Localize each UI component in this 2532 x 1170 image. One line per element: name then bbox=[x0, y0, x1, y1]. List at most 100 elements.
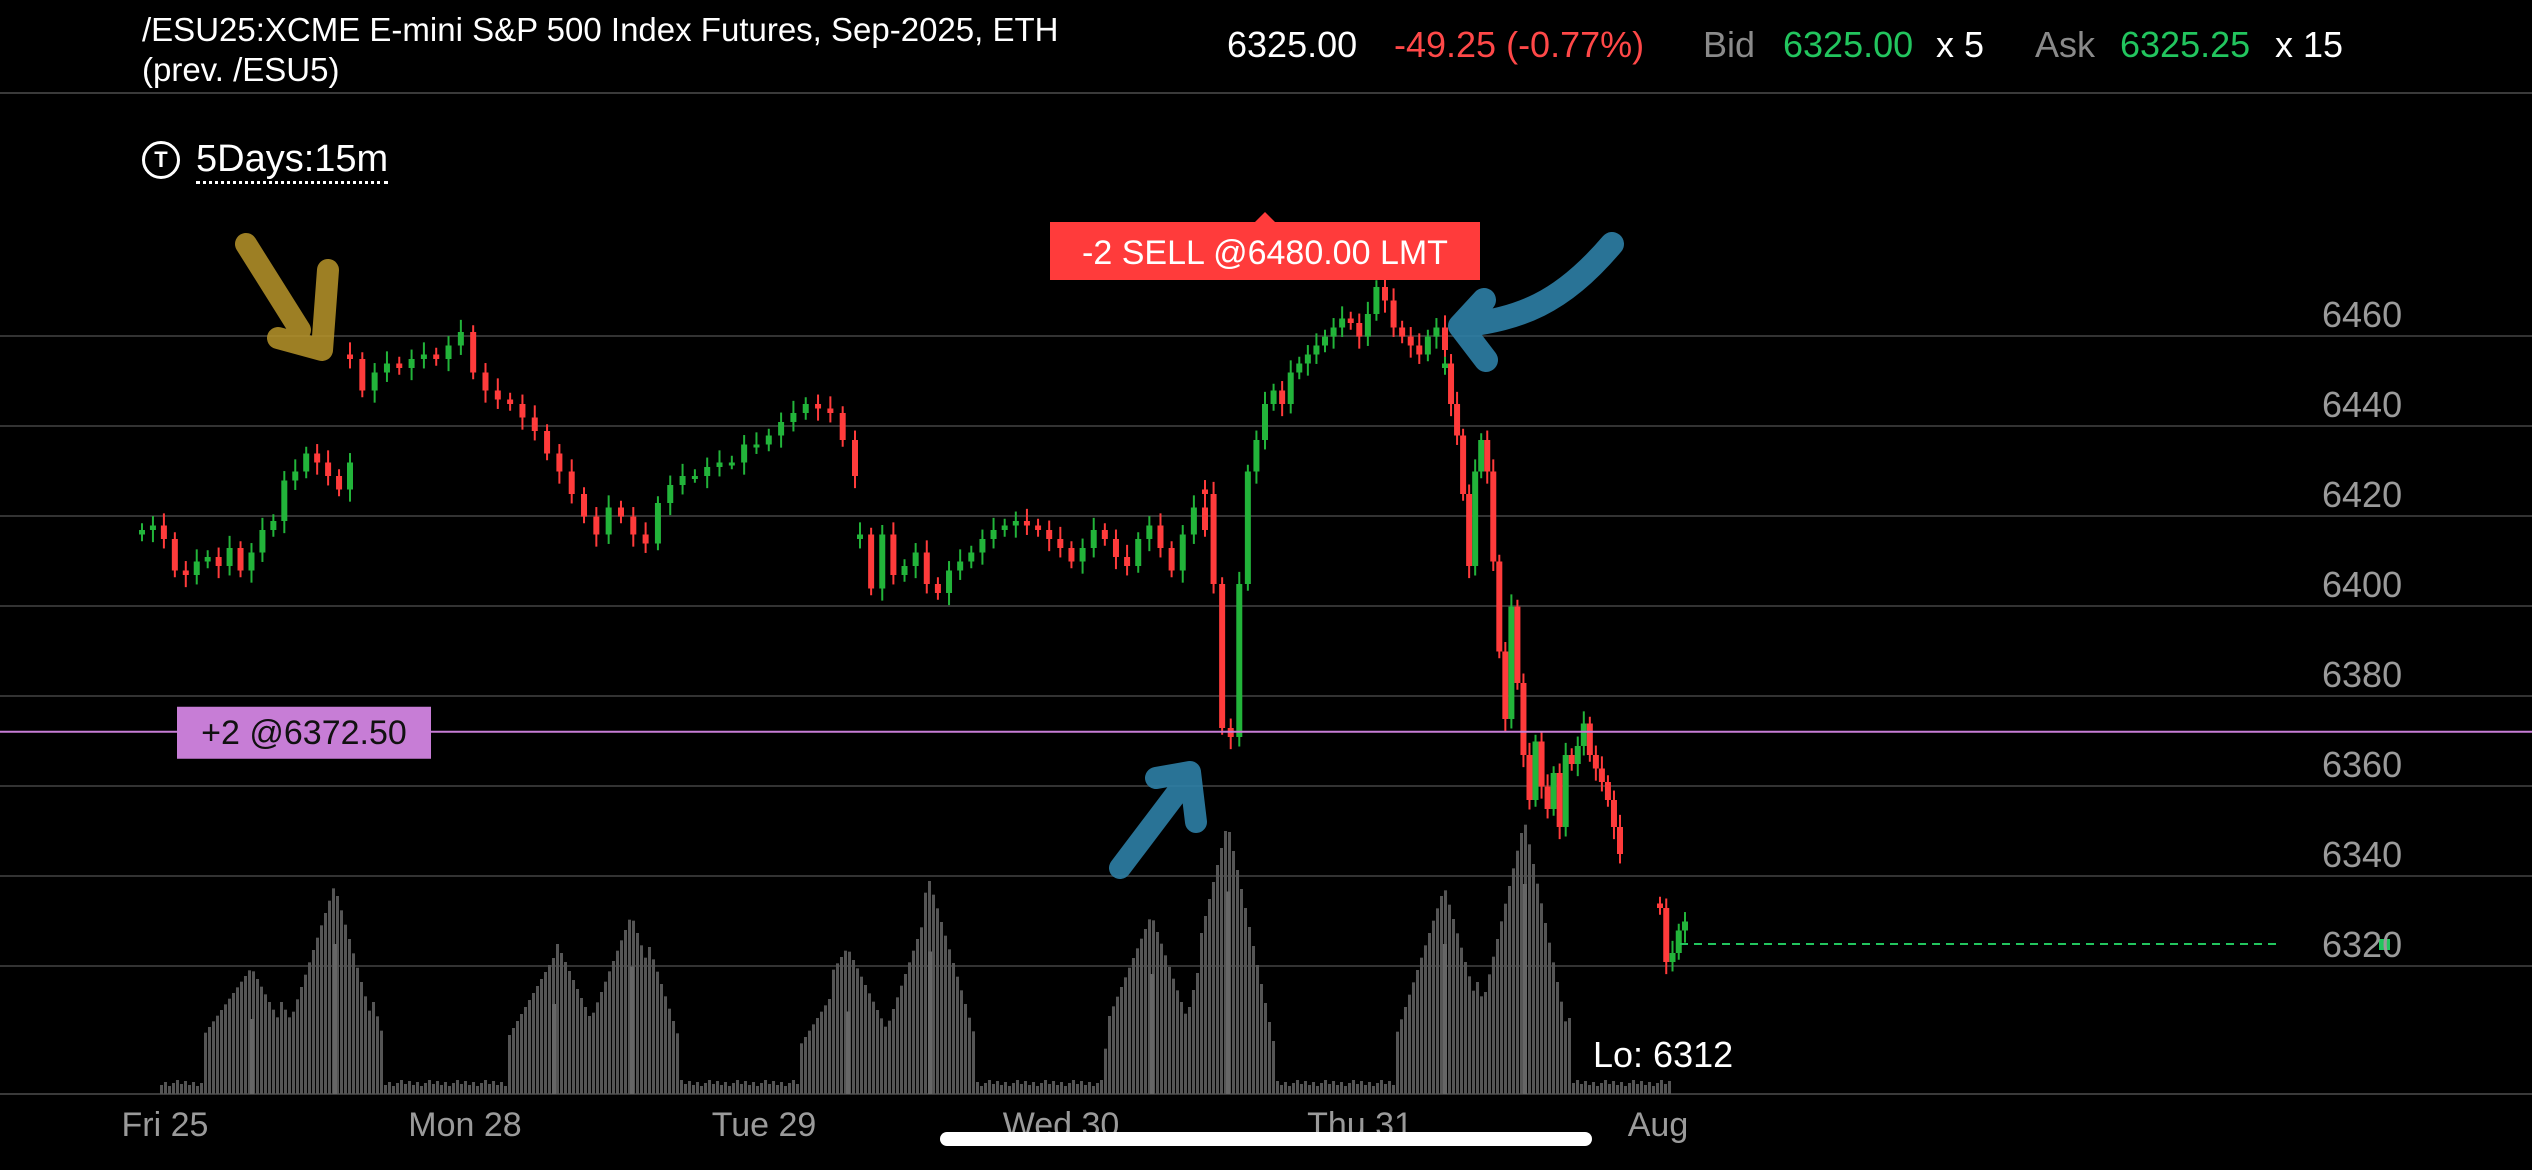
candle-body bbox=[1146, 525, 1153, 539]
volume-bar bbox=[952, 963, 955, 1094]
volume-bar bbox=[1356, 1084, 1359, 1094]
volume-bar bbox=[1464, 962, 1467, 1094]
candle-body bbox=[1663, 908, 1670, 962]
bid-size: x 5 bbox=[1936, 24, 1985, 65]
volume-bar bbox=[944, 935, 947, 1094]
candle-body bbox=[568, 471, 575, 494]
sell-order-badge[interactable] bbox=[1050, 222, 1480, 280]
candle-body bbox=[248, 552, 255, 571]
volume-bar bbox=[728, 1086, 731, 1094]
volume-bar bbox=[1144, 929, 1147, 1094]
volume-bar bbox=[816, 1018, 819, 1094]
instrument-title[interactable]: /ESU25:XCME E-mini S&P 500 Index Futures… bbox=[142, 10, 1142, 90]
volume-bar bbox=[528, 1000, 531, 1094]
candle-body bbox=[1460, 435, 1467, 494]
volume-bar bbox=[1260, 984, 1263, 1094]
volume-bar bbox=[1568, 1018, 1571, 1094]
candle-body bbox=[482, 372, 489, 391]
volume-bar bbox=[712, 1084, 715, 1094]
volume-bar bbox=[656, 971, 659, 1094]
volume-bar bbox=[916, 939, 919, 1094]
volume-bar bbox=[988, 1080, 991, 1094]
volume-spike bbox=[250, 1019, 254, 1094]
volume-bar bbox=[1656, 1083, 1659, 1094]
position-badge[interactable] bbox=[177, 706, 431, 759]
volume-bar bbox=[1544, 923, 1547, 1094]
volume-bar bbox=[1572, 1083, 1575, 1094]
candle-body bbox=[1448, 363, 1455, 404]
volume-bar bbox=[316, 937, 319, 1094]
volume-bar bbox=[748, 1085, 751, 1094]
volume-bar bbox=[396, 1083, 399, 1094]
volume-bar bbox=[1132, 958, 1135, 1094]
volume-bar bbox=[752, 1082, 755, 1094]
volume-bar bbox=[1616, 1085, 1619, 1094]
volume-bar bbox=[368, 1010, 371, 1094]
volume-bar bbox=[1320, 1083, 1323, 1094]
volume-bar bbox=[836, 963, 839, 1094]
volume-bar bbox=[644, 957, 647, 1094]
volume-bar bbox=[580, 998, 583, 1094]
volume-bar bbox=[1592, 1082, 1595, 1094]
volume-bar bbox=[288, 1017, 291, 1094]
volume-spike bbox=[630, 966, 634, 1094]
volume-bar bbox=[1004, 1082, 1007, 1094]
volume-bar bbox=[272, 1009, 275, 1094]
volume-bar bbox=[768, 1084, 771, 1094]
volume-bar bbox=[1488, 974, 1491, 1094]
volume-bar bbox=[1136, 948, 1139, 1094]
candle-body bbox=[325, 462, 332, 476]
price-tick-label: 6400 bbox=[2322, 564, 2402, 605]
volume-bar bbox=[1372, 1086, 1375, 1094]
volume-bar bbox=[1424, 945, 1427, 1094]
volume-bar bbox=[732, 1083, 735, 1094]
candle-body bbox=[946, 570, 953, 593]
volume-bar bbox=[812, 1024, 815, 1094]
volume-bar bbox=[1148, 919, 1151, 1094]
interval-label[interactable]: 5Days:15m bbox=[196, 137, 389, 184]
volume-bar bbox=[468, 1085, 471, 1094]
volume-bar bbox=[584, 1007, 587, 1094]
volume-spike bbox=[928, 951, 932, 1094]
volume-bar bbox=[736, 1080, 739, 1094]
volume-bar bbox=[236, 987, 239, 1094]
ask-size: x 15 bbox=[2275, 24, 2344, 65]
candle-body bbox=[531, 417, 538, 431]
candle-body bbox=[160, 525, 167, 539]
volume-bar bbox=[936, 908, 939, 1094]
volume-bar bbox=[1360, 1081, 1363, 1094]
volume-bar bbox=[224, 1004, 227, 1094]
volume-bar bbox=[1644, 1085, 1647, 1094]
home-indicator[interactable] bbox=[940, 1132, 1592, 1146]
candle-body bbox=[1574, 746, 1581, 764]
volume-bar bbox=[960, 990, 963, 1094]
volume-bar bbox=[744, 1081, 747, 1094]
volume-bar bbox=[1416, 970, 1419, 1094]
volume-bar bbox=[1240, 889, 1243, 1094]
candle-body bbox=[728, 462, 735, 466]
volume-bar bbox=[1020, 1084, 1023, 1094]
volume-bar bbox=[880, 1018, 883, 1094]
volume-bar bbox=[496, 1085, 499, 1094]
candle-body bbox=[957, 561, 964, 571]
candle-body bbox=[1526, 755, 1533, 800]
interval-selector[interactable]: T 5Days:15m bbox=[142, 134, 389, 186]
last-price: 6325.00 bbox=[1227, 24, 1358, 65]
candle-body bbox=[1669, 953, 1676, 962]
candle-body bbox=[581, 494, 588, 517]
volume-bar bbox=[776, 1085, 779, 1094]
volume-bar bbox=[484, 1080, 487, 1094]
volume-bar bbox=[344, 924, 347, 1094]
candle-body bbox=[901, 566, 908, 575]
volume-bar bbox=[1496, 939, 1499, 1094]
candle-body bbox=[1287, 372, 1294, 404]
volume-bar bbox=[220, 1010, 223, 1094]
volume-bar bbox=[336, 896, 339, 1094]
candle-body bbox=[704, 467, 711, 476]
volume-bar bbox=[624, 930, 627, 1094]
volume-bar bbox=[1160, 943, 1163, 1094]
candle-body bbox=[1279, 390, 1286, 404]
volume-bar bbox=[208, 1027, 211, 1094]
chart-type-icon[interactable]: T bbox=[142, 141, 180, 179]
